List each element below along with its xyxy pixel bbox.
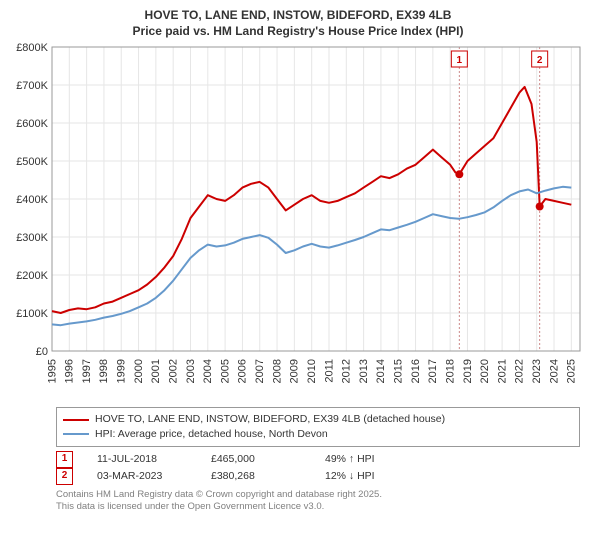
svg-text:1998: 1998 (98, 359, 110, 383)
svg-text:£500K: £500K (16, 156, 48, 168)
svg-text:2021: 2021 (496, 359, 508, 383)
legend-swatch-hpi (63, 433, 89, 435)
svg-text:2014: 2014 (375, 359, 387, 383)
svg-text:2016: 2016 (410, 359, 422, 383)
chart-svg: £0 £100K £200K £300K £400K £500K £600K £700K £80… (8, 41, 588, 401)
svg-text:2007: 2007 (254, 359, 266, 383)
svg-text:2015: 2015 (393, 359, 405, 383)
svg-text:2001: 2001 (150, 359, 162, 383)
callout-date-1: 11-JUL-2018 (97, 451, 187, 468)
svg-text:2003: 2003 (185, 359, 197, 383)
svg-text:£400K: £400K (16, 194, 48, 206)
title-line-2: Price paid vs. HM Land Registry's House … (8, 24, 588, 40)
svg-text:£300K: £300K (16, 232, 48, 244)
legend-item-property: HOVE TO, LANE END, INSTOW, BIDEFORD, EX3… (63, 412, 573, 427)
callout-delta-1: 49% ↑ HPI (325, 451, 415, 468)
svg-text:2006: 2006 (237, 359, 249, 383)
chart-container: HOVE TO, LANE END, INSTOW, BIDEFORD, EX3… (0, 0, 600, 560)
svg-text:£700K: £700K (16, 80, 48, 92)
title-line-1: HOVE TO, LANE END, INSTOW, BIDEFORD, EX3… (8, 8, 588, 24)
svg-text:2020: 2020 (479, 359, 491, 383)
callout-marker-1: 1 (56, 451, 73, 468)
svg-text:2018: 2018 (444, 359, 456, 383)
svg-text:2000: 2000 (133, 359, 145, 383)
copyright-line-2: This data is licensed under the Open Gov… (56, 501, 580, 513)
svg-text:2017: 2017 (427, 359, 439, 383)
svg-text:£0: £0 (36, 346, 48, 358)
svg-text:£200K: £200K (16, 270, 48, 282)
svg-text:2002: 2002 (167, 359, 179, 383)
callout-price-2: £380,268 (211, 468, 301, 485)
legend-item-hpi: HPI: Average price, detached house, Nort… (63, 427, 573, 442)
svg-text:1997: 1997 (81, 359, 93, 383)
svg-text:£100K: £100K (16, 308, 48, 320)
callout-price-1: £465,000 (211, 451, 301, 468)
svg-text:2: 2 (537, 55, 543, 66)
callout-table: 1 11-JUL-2018 £465,000 49% ↑ HPI 2 03-MA… (56, 451, 580, 485)
svg-text:£800K: £800K (16, 42, 48, 54)
svg-text:2019: 2019 (462, 359, 474, 383)
svg-text:2010: 2010 (306, 359, 318, 383)
callout-row-1: 1 11-JUL-2018 £465,000 49% ↑ HPI (56, 451, 580, 468)
copyright-notice: Contains HM Land Registry data © Crown c… (56, 489, 580, 514)
svg-text:1996: 1996 (64, 359, 76, 383)
svg-text:1995: 1995 (46, 359, 58, 383)
svg-text:2024: 2024 (548, 359, 560, 383)
svg-text:2022: 2022 (514, 359, 526, 383)
svg-text:2023: 2023 (531, 359, 543, 383)
copyright-line-1: Contains HM Land Registry data © Crown c… (56, 489, 580, 501)
legend-label-property: HOVE TO, LANE END, INSTOW, BIDEFORD, EX3… (95, 412, 445, 427)
chart-title: HOVE TO, LANE END, INSTOW, BIDEFORD, EX3… (8, 8, 588, 39)
legend-label-hpi: HPI: Average price, detached house, Nort… (95, 427, 328, 442)
callout-delta-2: 12% ↓ HPI (325, 468, 415, 485)
svg-text:2008: 2008 (271, 359, 283, 383)
svg-text:2025: 2025 (566, 359, 578, 383)
chart-plot-area: £0 £100K £200K £300K £400K £500K £600K £700K £80… (8, 41, 588, 401)
svg-text:1: 1 (457, 55, 463, 66)
svg-text:2011: 2011 (323, 359, 335, 383)
legend-swatch-property (63, 419, 89, 421)
callout-row-2: 2 03-MAR-2023 £380,268 12% ↓ HPI (56, 468, 580, 485)
callout-date-2: 03-MAR-2023 (97, 468, 187, 485)
svg-text:2004: 2004 (202, 359, 214, 383)
svg-text:1999: 1999 (116, 359, 128, 383)
svg-text:2009: 2009 (289, 359, 301, 383)
svg-text:2012: 2012 (341, 359, 353, 383)
legend: HOVE TO, LANE END, INSTOW, BIDEFORD, EX3… (56, 407, 580, 446)
callout-marker-2: 2 (56, 468, 73, 485)
svg-text:£600K: £600K (16, 118, 48, 130)
svg-text:2005: 2005 (219, 359, 231, 383)
svg-text:2013: 2013 (358, 359, 370, 383)
